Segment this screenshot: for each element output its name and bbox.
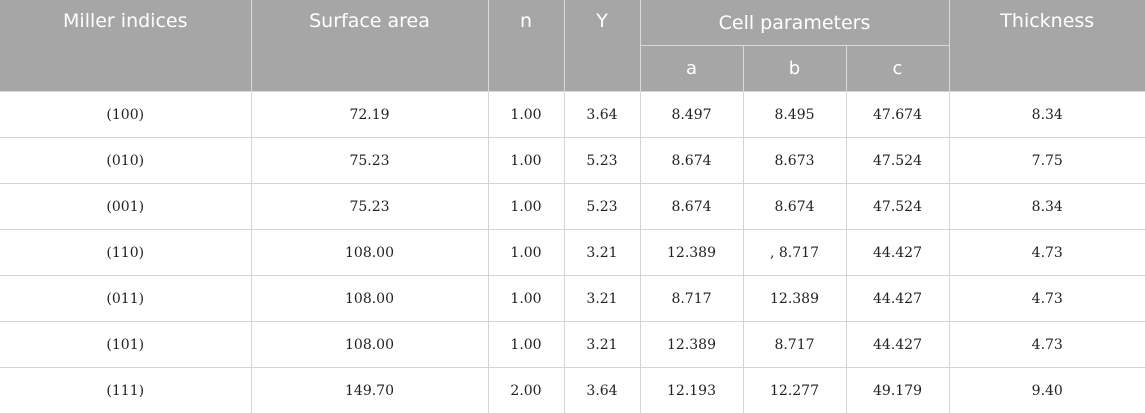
cell-surface-area: 72.19 [251,92,488,138]
cell-n: 1.00 [488,138,564,184]
cell-surface-area: 75.23 [251,138,488,184]
cell-b: 8.717 [743,322,846,368]
cell-b: 8.495 [743,92,846,138]
cell-b: 12.277 [743,368,846,413]
cell-a: 8.674 [640,138,743,184]
cell-thickness: 4.73 [949,322,1145,368]
header-row: Miller indices Surface area n Y Cell par… [0,0,1145,46]
header-miller-indices: Miller indices [0,0,251,92]
cell-b: 12.389 [743,276,846,322]
table-row: (011) 108.00 1.00 3.21 8.717 12.389 44.4… [0,276,1145,322]
cell-miller: (110) [0,230,251,276]
cell-y: 3.21 [564,322,640,368]
cell-surface-area: 108.00 [251,276,488,322]
cell-y: 3.21 [564,276,640,322]
cell-y: 5.23 [564,138,640,184]
cell-b: 8.674 [743,184,846,230]
header-thickness: Thickness [949,0,1145,92]
cell-thickness: 4.73 [949,276,1145,322]
cell-y: 3.64 [564,92,640,138]
table-row: (101) 108.00 1.00 3.21 12.389 8.717 44.4… [0,322,1145,368]
cell-a: 12.193 [640,368,743,413]
cell-a: 12.389 [640,230,743,276]
header-a: a [640,46,743,92]
cell-thickness: 4.73 [949,230,1145,276]
cell-surface-area: 75.23 [251,184,488,230]
cell-b: , 8.717 [743,230,846,276]
cell-thickness: 9.40 [949,368,1145,413]
table-row: (001) 75.23 1.00 5.23 8.674 8.674 47.524… [0,184,1145,230]
cell-y: 5.23 [564,184,640,230]
cell-thickness: 8.34 [949,92,1145,138]
cell-c: 44.427 [846,322,949,368]
cell-y: 3.21 [564,230,640,276]
header-b: b [743,46,846,92]
cell-n: 1.00 [488,276,564,322]
cell-miller: (101) [0,322,251,368]
cell-n: 1.00 [488,322,564,368]
cell-b: 8.673 [743,138,846,184]
table-row: (010) 75.23 1.00 5.23 8.674 8.673 47.524… [0,138,1145,184]
cell-a: 8.497 [640,92,743,138]
cell-c: 44.427 [846,276,949,322]
cell-surface-area: 149.70 [251,368,488,413]
cell-miller: (011) [0,276,251,322]
cell-thickness: 7.75 [949,138,1145,184]
cell-a: 8.674 [640,184,743,230]
header-surface-area: Surface area [251,0,488,92]
cell-miller: (010) [0,138,251,184]
table-row: (110) 108.00 1.00 3.21 12.389 , 8.717 44… [0,230,1145,276]
table-row: (111) 149.70 2.00 3.64 12.193 12.277 49.… [0,368,1145,413]
header-n: n [488,0,564,92]
cell-n: 2.00 [488,368,564,413]
cell-a: 12.389 [640,322,743,368]
cell-a: 8.717 [640,276,743,322]
cell-miller: (001) [0,184,251,230]
header-c: c [846,46,949,92]
cell-c: 44.427 [846,230,949,276]
cell-y: 3.64 [564,368,640,413]
header-cell-parameters: Cell parameters [640,0,949,46]
cell-n: 1.00 [488,184,564,230]
cell-thickness: 8.34 [949,184,1145,230]
cell-miller: (111) [0,368,251,413]
table-row: (100) 72.19 1.00 3.64 8.497 8.495 47.674… [0,92,1145,138]
header-y: Y [564,0,640,92]
cell-c: 49.179 [846,368,949,413]
cell-n: 1.00 [488,92,564,138]
cell-c: 47.524 [846,138,949,184]
cell-c: 47.674 [846,92,949,138]
cell-n: 1.00 [488,230,564,276]
cell-surface-area: 108.00 [251,230,488,276]
cell-miller: (100) [0,92,251,138]
cell-c: 47.524 [846,184,949,230]
cell-surface-area: 108.00 [251,322,488,368]
